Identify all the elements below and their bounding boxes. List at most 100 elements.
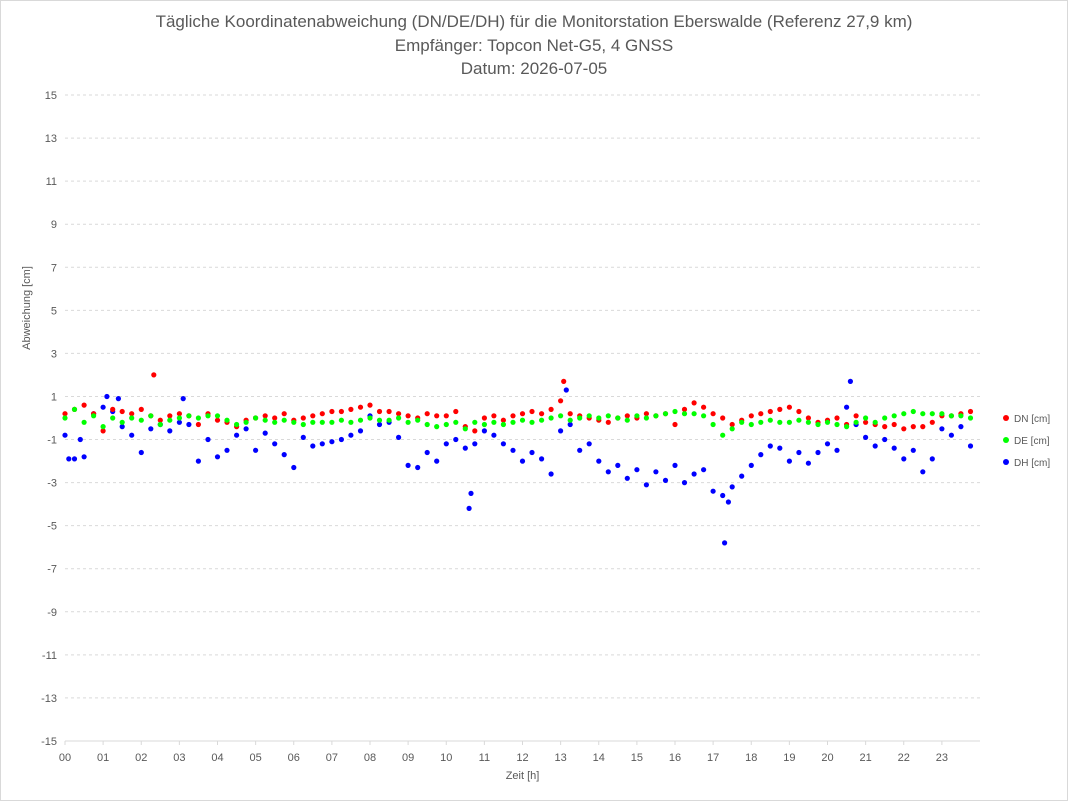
x-tick-label: 06 [288,752,300,764]
data-point-de [863,415,869,421]
x-tick-label: 16 [669,752,681,764]
data-point-dh [466,505,472,511]
data-point-dn [491,413,497,419]
data-point-de [529,419,535,425]
data-point-dn [643,411,650,417]
data-point-dh [958,424,964,430]
data-point-dn [405,413,411,419]
grid-lines [64,94,980,745]
data-point-de [300,421,306,428]
data-point-dh [910,447,916,453]
data-point-dh [847,378,854,384]
data-point-de [967,415,974,421]
data-point-dh [253,447,259,453]
x-tick-label: 21 [860,752,872,764]
data-point-dh [176,419,182,425]
data-point-dh [539,456,545,462]
data-point-dh [939,426,945,432]
data-point-de [891,413,897,419]
data-point-dn [62,411,68,417]
data-point-de [405,419,411,425]
data-point-dn [529,408,535,415]
data-point-de [548,415,554,421]
legend-marker [1003,459,1009,465]
data-point-dh [844,404,850,410]
legend-label: DE [cm] [1014,436,1050,447]
data-point-dh [338,436,344,443]
data-point-de [939,411,945,417]
y-tick-label: 9 [51,219,57,231]
data-point-de [920,411,926,417]
data-point-de [605,413,611,419]
data-point-dn [891,421,897,428]
x-tick-label: 05 [250,752,262,764]
data-point-de [929,411,935,417]
data-point-de [253,415,259,421]
data-point-dh [348,432,354,438]
data-point-dh [376,421,383,428]
data-point-dh [948,432,955,438]
y-tick-label: 13 [45,133,57,145]
data-point-dn [767,408,773,415]
data-point-dn [396,411,402,417]
data-point-de [615,415,621,421]
data-point-de [234,421,240,428]
data-point-de [882,415,888,421]
data-point-de [138,417,144,423]
data-point-de [319,419,325,425]
data-point-dh [615,462,621,468]
data-point-de [510,419,516,425]
data-point-dn [701,404,707,410]
data-point-dn [901,426,907,432]
data-point-dn [376,408,383,415]
data-point-de [310,419,316,425]
data-point-dh [186,421,192,428]
data-point-dh [195,458,201,464]
data-point-dn [348,406,354,412]
data-point-dh [468,490,474,496]
data-point-dh [882,436,888,443]
data-point-dh [129,432,135,438]
data-point-dn [167,413,173,419]
data-point-de [100,424,106,430]
data-point-de [481,421,487,428]
data-point-dn [110,406,116,412]
data-point-dh [138,449,144,456]
data-point-dn [176,411,182,417]
data-point-dn [882,424,888,430]
data-point-dh [548,471,554,477]
data-point-de [834,421,840,428]
data-point-dh [701,467,707,473]
legend-marker [1003,437,1009,443]
legend-label: DN [cm] [1014,414,1050,425]
data-point-dn [786,404,793,410]
data-point-dn [720,415,726,421]
data-point-de [119,419,125,425]
data-point-dh [214,454,221,460]
data-point-dh [529,449,535,456]
data-point-de [872,419,878,425]
data-point-dn [453,408,459,415]
y-tick-label: -11 [42,650,57,662]
data-point-de [653,413,659,419]
data-point-de [539,417,545,423]
data-point-dh [643,482,650,488]
x-tick-label: 03 [173,752,185,764]
data-point-de [148,413,154,419]
data-point-dh [119,424,125,430]
y-tick-label: -9 [47,607,57,619]
x-tick-label: 07 [326,752,338,764]
data-point-dh [577,447,583,453]
legend-marker [1003,415,1009,421]
data-point-dn [443,413,449,419]
data-point-dn [424,411,430,417]
data-point-de [815,421,821,428]
data-point-dn [272,415,278,421]
y-tick-label: 5 [51,305,57,317]
data-point-dh [115,396,121,402]
data-point-dh [205,436,211,443]
data-point-de [767,417,773,423]
data-point-de [901,411,907,417]
data-point-de [558,413,564,419]
x-tick-label: 04 [211,752,223,764]
